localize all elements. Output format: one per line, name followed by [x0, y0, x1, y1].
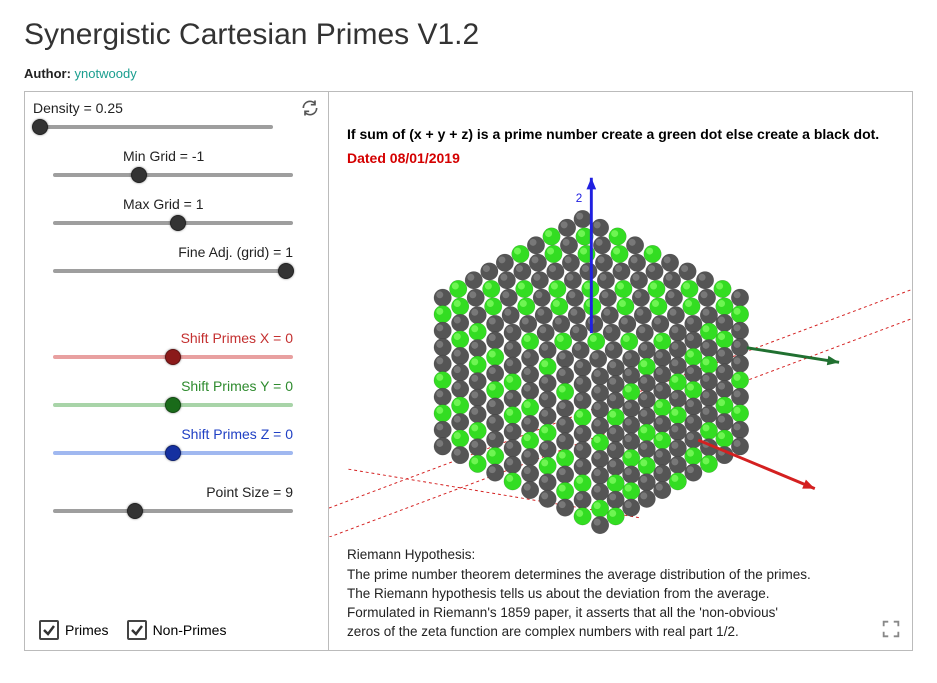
- slider-thumb[interactable]: [131, 167, 147, 183]
- footer-line: The prime number theorem determines the …: [347, 566, 872, 585]
- slider-label: Shift Primes Z = 0: [53, 426, 293, 442]
- footer-line: The Riemann hypothesis tells us about th…: [347, 585, 872, 604]
- slider-fine_adj[interactable]: Fine Adj. (grid) = 1: [53, 244, 293, 278]
- slider-thumb[interactable]: [165, 445, 181, 461]
- fullscreen-icon[interactable]: [880, 618, 902, 640]
- slider-thumb[interactable]: [127, 503, 143, 519]
- controls-panel: Density = 0.25 Min Grid = -1 Max Grid = 1 F…: [25, 92, 329, 650]
- slider-label: Point Size = 9: [53, 484, 293, 500]
- slider-label: Fine Adj. (grid) = 1: [53, 244, 293, 260]
- slider-point_size[interactable]: Point Size = 9: [53, 484, 293, 518]
- footer-title: Riemann Hypothesis:: [347, 546, 872, 565]
- footer-text: Riemann Hypothesis: The prime number the…: [347, 546, 872, 642]
- slider-thumb[interactable]: [165, 349, 181, 365]
- slider-thumb[interactable]: [278, 263, 294, 279]
- dated-text: Dated 08/01/2019: [347, 150, 460, 166]
- checkbox-box-icon: [127, 620, 147, 640]
- visualization-panel: If sum of (x + y + z) is a prime number …: [329, 92, 912, 650]
- slider-shift_y[interactable]: Shift Primes Y = 0: [53, 378, 293, 412]
- slider-label: Density = 0.25: [33, 100, 273, 116]
- axis-z-label: 2: [576, 192, 582, 205]
- instruction-text: If sum of (x + y + z) is a prime number …: [347, 126, 879, 142]
- slider-shift_x[interactable]: Shift Primes X = 0: [53, 330, 293, 364]
- slider-max_grid[interactable]: Max Grid = 1: [53, 196, 293, 230]
- slider-label: Shift Primes Y = 0: [53, 378, 293, 394]
- slider-density[interactable]: Density = 0.25: [33, 100, 273, 134]
- checkbox-primes[interactable]: Primes: [39, 620, 109, 640]
- footer-line: zeros of the zeta function are complex n…: [347, 623, 872, 642]
- slider-label: Min Grid = -1: [53, 148, 293, 164]
- footer-line: Formulated in Riemann's 1859 paper, it a…: [347, 604, 872, 623]
- workspace: Density = 0.25 Min Grid = -1 Max Grid = 1 F…: [24, 91, 913, 651]
- author-link[interactable]: ynotwoody: [75, 66, 137, 81]
- slider-thumb[interactable]: [170, 215, 186, 231]
- slider-label: Max Grid = 1: [53, 196, 293, 212]
- slider-shift_z[interactable]: Shift Primes Z = 0: [53, 426, 293, 460]
- checkbox-row: Primes Non-Primes: [39, 620, 226, 640]
- checkbox-box-icon: [39, 620, 59, 640]
- author-label: Author:: [24, 66, 75, 81]
- author-row: Author: ynotwoody: [24, 66, 913, 81]
- checkbox-nonprimes[interactable]: Non-Primes: [127, 620, 227, 640]
- checkbox-nonprimes-label: Non-Primes: [153, 622, 227, 638]
- cube-visualization[interactable]: 2: [329, 168, 912, 537]
- slider-thumb[interactable]: [32, 119, 48, 135]
- refresh-icon[interactable]: [300, 98, 320, 118]
- slider-label: Shift Primes X = 0: [53, 330, 293, 346]
- checkbox-primes-label: Primes: [65, 622, 109, 638]
- slider-min_grid[interactable]: Min Grid = -1: [53, 148, 293, 182]
- slider-thumb[interactable]: [165, 397, 181, 413]
- page-title: Synergistic Cartesian Primes V1.2: [24, 18, 913, 52]
